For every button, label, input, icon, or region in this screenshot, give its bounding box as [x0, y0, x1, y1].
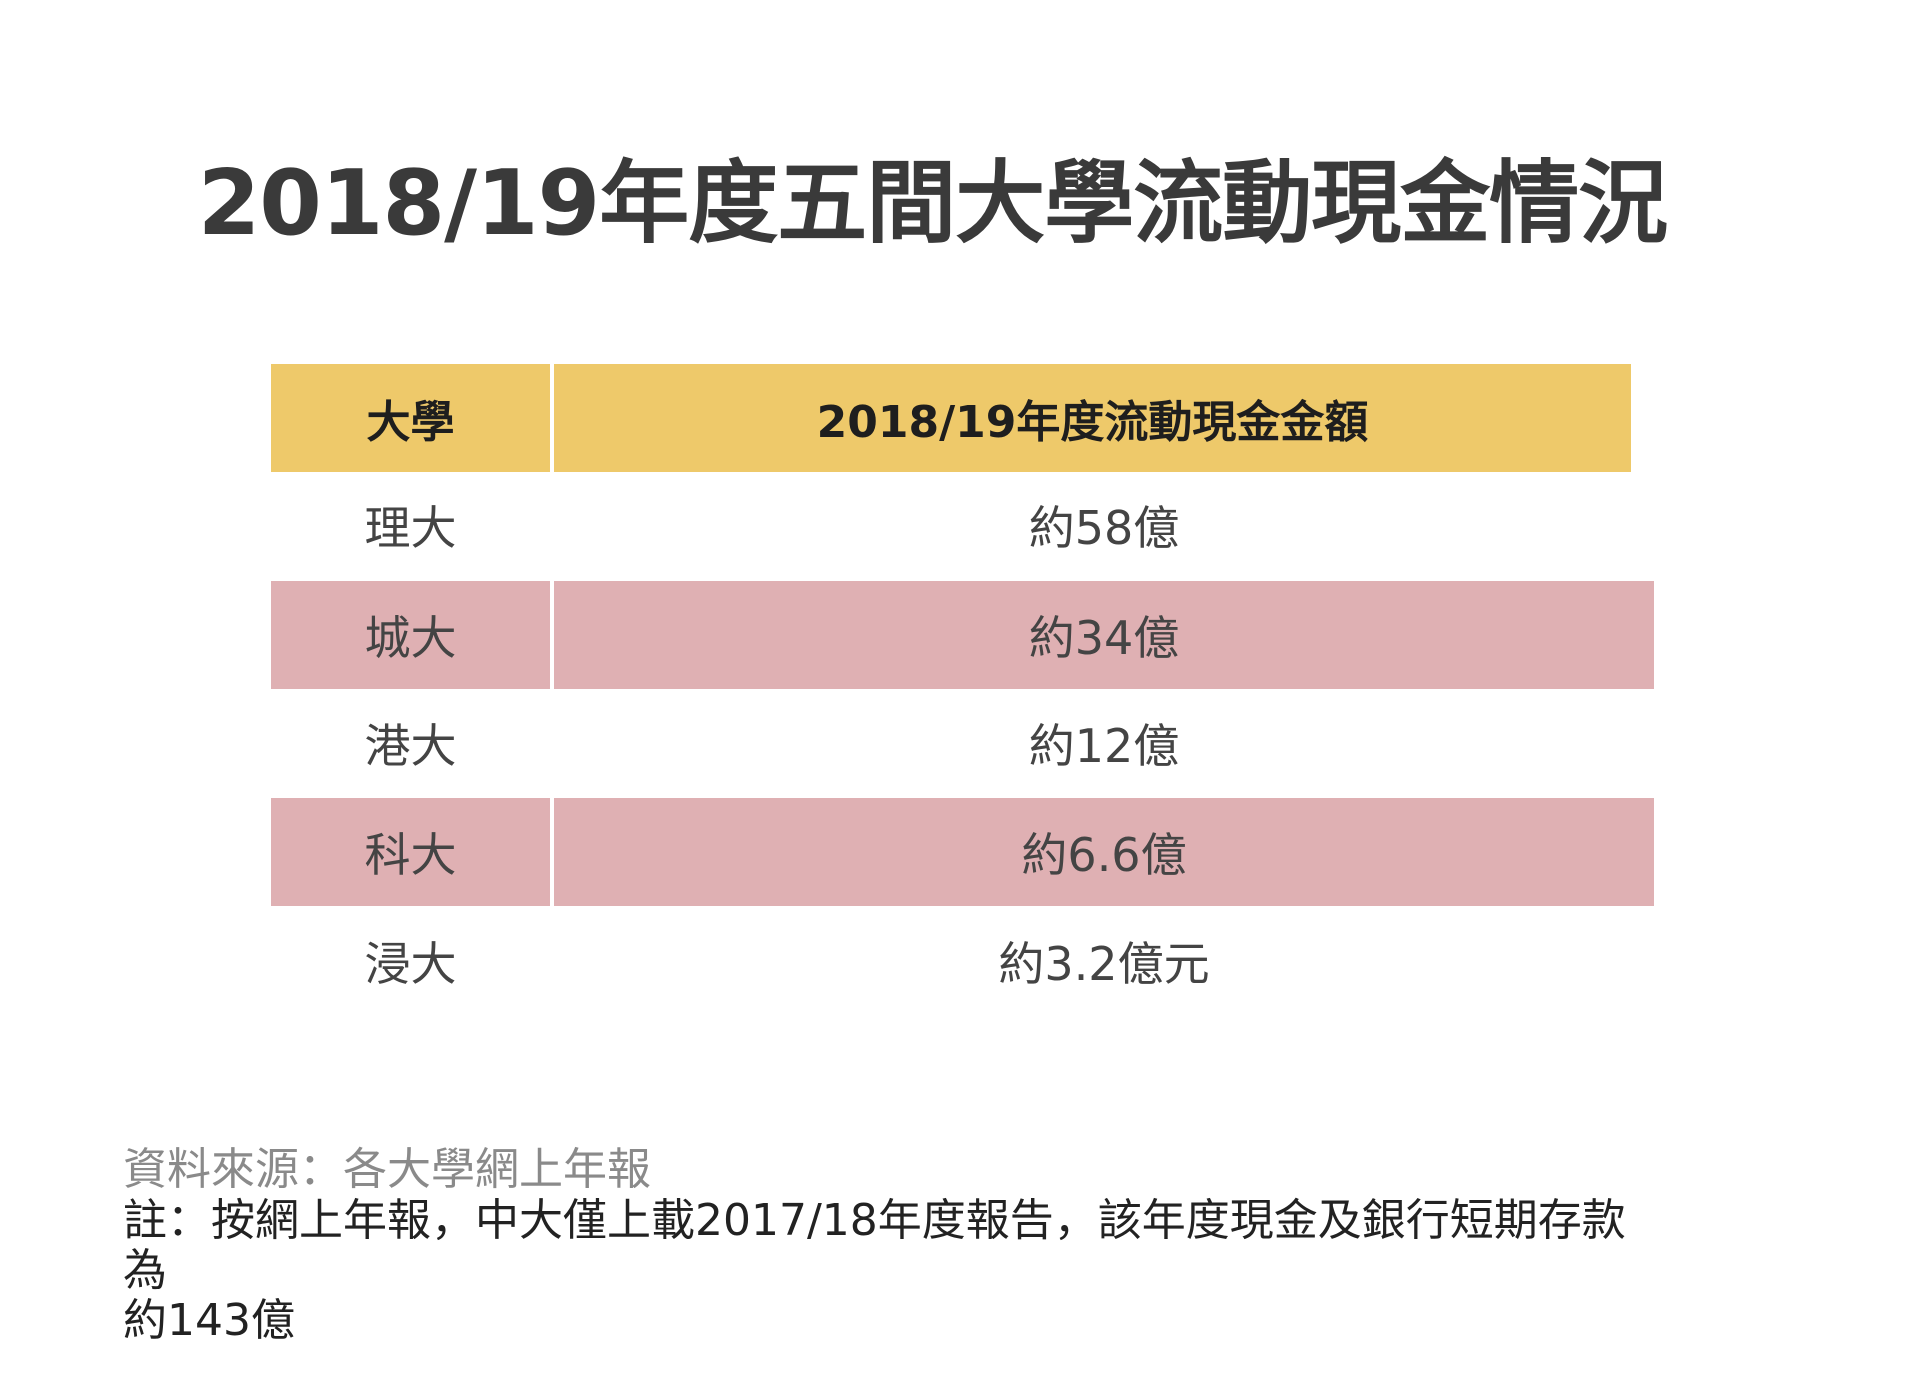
university-cell: 理大 — [364, 501, 457, 555]
table-row: 浸大 約3.2億元 — [271, 907, 1654, 1015]
amount-cell: 約3.2億元 — [998, 937, 1210, 991]
header-university: 大學 — [271, 364, 550, 472]
footnote-line: 為 — [123, 1245, 167, 1296]
table-row: 理大 約58億 — [271, 471, 1654, 579]
footnote: 註：按網上年報，中大僅上載2017/18年度報告，該年度現金及銀行短期存款 為 … — [123, 1196, 1803, 1346]
university-cell: 港大 — [364, 719, 457, 773]
page-title: 2018/19年度五間大學流動現金情況 — [197, 151, 1669, 256]
footnote-line: 註：按網上年報，中大僅上載2017/18年度報告，該年度現金及銀行短期存款 — [123, 1195, 1626, 1246]
amount-cell: 約34億 — [554, 581, 1654, 689]
source-note: 資料來源：各大學網上年報 — [123, 1144, 651, 1195]
university-cell: 浸大 — [364, 937, 457, 991]
table-row: 港大 約12億 — [271, 689, 1654, 797]
table-row: 科大 約6.6億 — [271, 798, 1654, 906]
university-cell: 城大 — [271, 581, 550, 689]
amount-cell: 約6.6億 — [554, 798, 1654, 906]
header-amount: 2018/19年度流動現金金額 — [554, 364, 1631, 472]
table-header: 大學 2018/19年度流動現金金額 — [271, 364, 1631, 472]
amount-cell: 約12億 — [1028, 719, 1180, 773]
footnote-line: 約143億 — [123, 1295, 295, 1346]
amount-cell: 約58億 — [1028, 501, 1180, 555]
university-cell: 科大 — [271, 798, 550, 906]
table-row: 城大 約34億 — [271, 581, 1654, 689]
